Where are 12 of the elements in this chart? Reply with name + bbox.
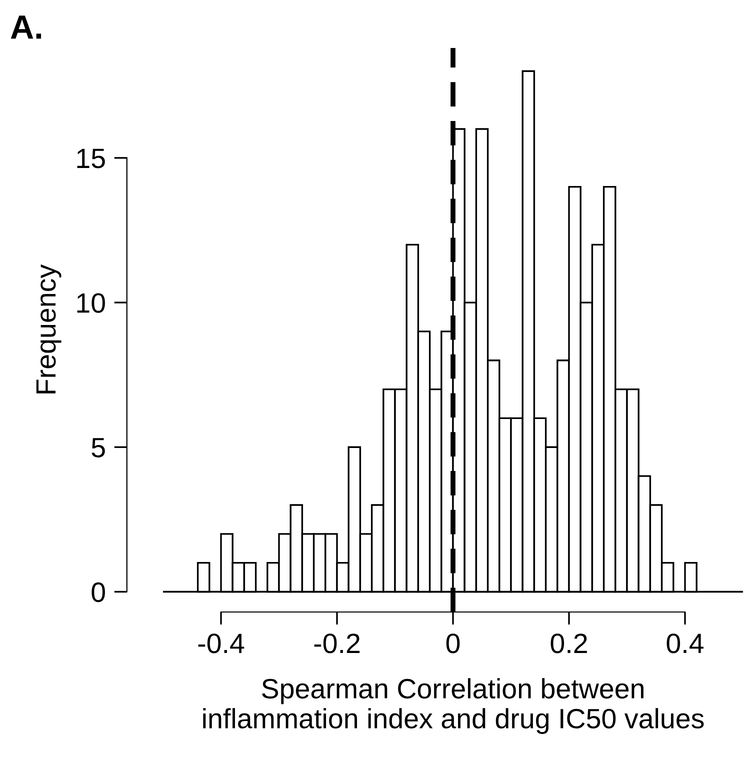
y-tick-label: 15 bbox=[77, 148, 105, 168]
x-tick-label: 0 bbox=[446, 634, 460, 654]
x-tick-label: -0.4 bbox=[198, 634, 244, 654]
x-tick-label: 0.2 bbox=[550, 634, 587, 654]
y-tick-label: 0 bbox=[92, 582, 105, 602]
chart-title: A. bbox=[10, 16, 42, 39]
y-tick-label: 10 bbox=[77, 293, 105, 313]
x-tick-label: 0.4 bbox=[666, 634, 704, 654]
y-tick-label: 5 bbox=[92, 438, 105, 458]
y-axis-title: Frequency bbox=[36, 264, 62, 394]
x-axis-title: Spearman Correlation between inflammation index and drug IC50 values bbox=[203, 678, 704, 734]
x-tick-label: -0.2 bbox=[314, 634, 360, 654]
